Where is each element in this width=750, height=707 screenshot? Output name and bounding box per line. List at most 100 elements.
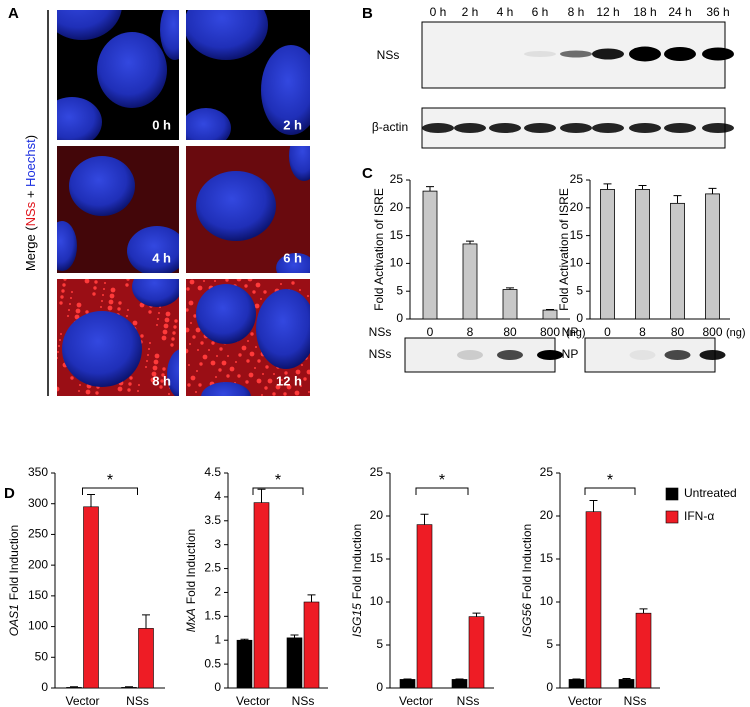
x-tick-label: NSs <box>624 694 647 707</box>
puncta <box>174 319 178 323</box>
y-tick-label: 20 <box>390 200 404 214</box>
puncta <box>62 283 66 287</box>
puncta <box>127 388 131 392</box>
puncta <box>195 391 197 393</box>
puncta <box>208 349 210 351</box>
bar <box>468 616 485 689</box>
legend-label: IFN-α <box>684 509 714 523</box>
puncta <box>110 287 116 293</box>
band <box>664 350 691 360</box>
puncta <box>247 340 249 342</box>
significance: * <box>275 472 281 489</box>
puncta <box>295 369 301 375</box>
puncta <box>74 314 80 320</box>
y-tick-label: 0 <box>41 680 48 694</box>
puncta <box>221 360 227 366</box>
puncta <box>69 303 71 305</box>
puncta <box>300 385 302 387</box>
x-tick-label: 0 <box>604 325 611 339</box>
error-bar <box>240 638 249 641</box>
puncta <box>247 279 253 282</box>
x-tick-label: 80 <box>503 325 517 339</box>
puncta <box>94 280 98 284</box>
nucleus <box>160 10 179 60</box>
lane-label: 12 h <box>596 5 619 19</box>
puncta <box>275 384 281 390</box>
puncta <box>264 386 268 390</box>
time-label: 6 h <box>283 250 302 265</box>
bar <box>542 309 558 320</box>
puncta <box>170 343 174 347</box>
nucleus <box>132 279 179 307</box>
puncta <box>252 290 256 294</box>
puncta <box>57 351 59 353</box>
puncta <box>146 360 148 362</box>
blot <box>404 337 556 373</box>
y-tick-label: 1 <box>214 632 221 646</box>
puncta <box>57 386 60 392</box>
y-tick-label: 15 <box>570 228 584 242</box>
band <box>629 350 656 360</box>
puncta <box>241 345 247 351</box>
puncta <box>195 327 201 333</box>
puncta <box>158 312 160 314</box>
puncta <box>103 288 105 290</box>
y-tick-label: 0.5 <box>204 656 221 670</box>
puncta <box>192 335 196 339</box>
puncta <box>202 354 208 360</box>
puncta <box>165 311 171 317</box>
bar <box>705 193 720 320</box>
band <box>524 123 556 133</box>
puncta <box>109 293 115 299</box>
panel-label: B <box>362 5 373 22</box>
puncta <box>262 373 264 375</box>
puncta <box>172 331 176 335</box>
puncta <box>78 390 80 392</box>
nucleus <box>196 171 276 241</box>
error-bar <box>603 183 612 190</box>
y-tick-label: 20 <box>370 508 384 522</box>
y-tick-label: 0 <box>546 680 553 694</box>
bar <box>121 687 137 689</box>
y-tick-label: 1.5 <box>204 609 221 623</box>
puncta <box>145 366 147 368</box>
puncta <box>101 300 103 302</box>
band <box>702 123 734 133</box>
puncta <box>193 314 197 318</box>
time-label: 12 h <box>276 373 302 388</box>
puncta <box>93 286 97 290</box>
micrograph <box>186 146 310 273</box>
y-tick-label: 20 <box>540 508 554 522</box>
band <box>457 350 483 360</box>
y-tick-label: 200 <box>28 557 48 571</box>
nucleus <box>62 311 142 387</box>
y-tick-label: 2.5 <box>204 561 221 575</box>
puncta <box>60 295 64 299</box>
time-label: 8 h <box>152 373 171 388</box>
y-tick-label: 5 <box>376 637 383 651</box>
puncta <box>118 301 122 305</box>
puncta <box>238 353 242 357</box>
y-tick-label: 0 <box>214 680 221 694</box>
nucleus <box>261 45 310 135</box>
band <box>489 123 521 133</box>
puncta <box>245 380 249 384</box>
bar <box>568 679 585 689</box>
puncta <box>308 391 310 393</box>
nucleus <box>276 253 310 273</box>
y-tick-label: 25 <box>540 465 554 479</box>
x-tick-label: 800 <box>540 325 560 339</box>
micrograph <box>57 146 179 273</box>
gene-name: ISG56 <box>520 603 534 637</box>
puncta <box>250 332 254 336</box>
puncta <box>92 292 96 296</box>
band <box>664 47 696 61</box>
significance-bracket <box>82 487 138 495</box>
puncta <box>257 359 261 363</box>
y-axis-label: MxA Fold Induction <box>184 529 198 632</box>
error-bar <box>466 240 474 244</box>
band <box>592 48 624 60</box>
error-bar <box>290 634 299 638</box>
merge-label: Merge (NSs + Hoechst) <box>23 135 38 271</box>
